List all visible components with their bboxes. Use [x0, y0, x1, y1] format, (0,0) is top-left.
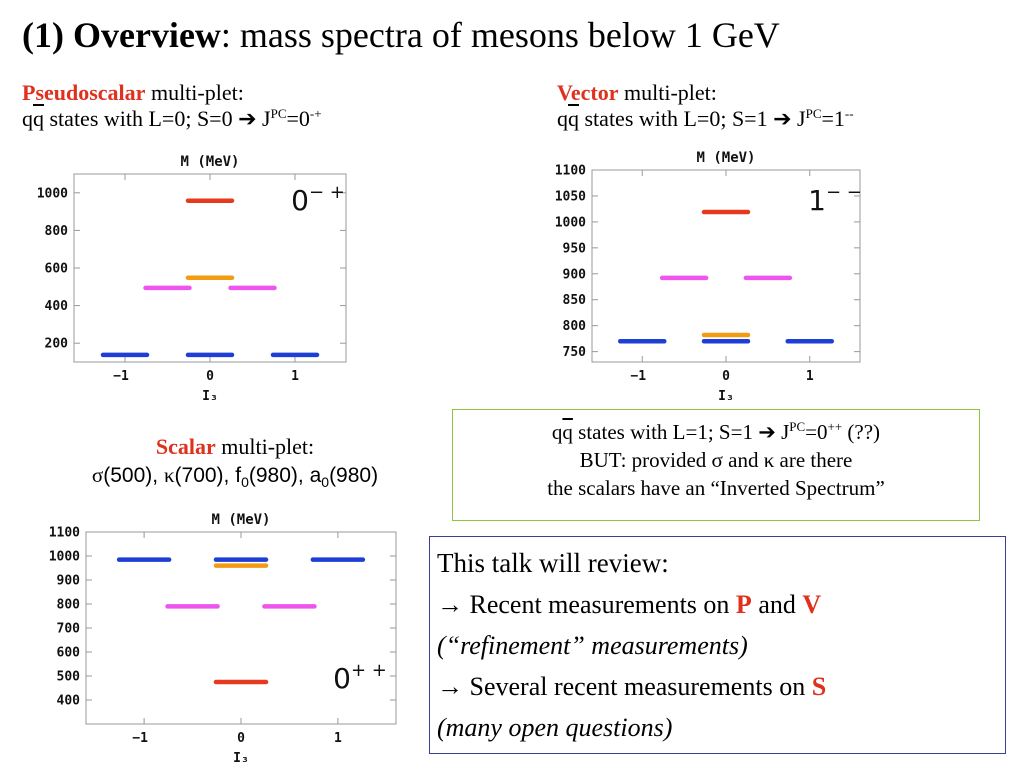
y-tick-label: 1100 — [555, 164, 586, 179]
y-tick-label: 1000 — [37, 186, 68, 201]
vector-states: qq states with L=0; S=1 ➔ JPC=1-- — [557, 106, 854, 131]
y-tick-label: 1100 — [49, 526, 80, 541]
y-tick-label: 950 — [563, 241, 587, 256]
arrow-icon: → — [437, 590, 463, 619]
x-tick-label: −1 — [630, 369, 646, 384]
y-tick-label: 600 — [45, 262, 69, 277]
pseudoscalar-plot: M (MeV) 200 400 600 800 1000 −1 0 1 I₃ 0− + — [37, 154, 347, 404]
y-tick-label: 1050 — [555, 189, 586, 204]
review-line-1: This talk will review: — [437, 548, 669, 578]
pseudoscalar-header: Pseudoscalar multi-plet: qq states with … — [22, 80, 322, 132]
note-line-1: qq states with L=1; S=1 ➔ JPC=0++ (??) — [551, 419, 881, 444]
jpc-label: 0+ + — [333, 660, 387, 695]
y-tick-label: 900 — [57, 574, 81, 589]
x-tick-label: −1 — [113, 369, 129, 384]
page-title: (1) Overview: mass spectra of mesons bel… — [22, 15, 780, 55]
vector-header: Vector multi-plet: qq states with L=0; S… — [557, 80, 854, 132]
x-tick-label: −1 — [132, 731, 148, 746]
jpc-label: 0− + — [291, 182, 345, 217]
y-tick-label: 600 — [57, 646, 81, 661]
arrow-icon: ➔ — [758, 420, 776, 444]
x-tick-label: 0 — [237, 731, 245, 746]
x-tick-label: 0 — [722, 369, 730, 384]
pseudoscalar-states: qq states with L=0; S=0 ➔ JPC=0-+ — [22, 106, 322, 131]
y-tick-label: 900 — [563, 267, 587, 282]
x-tick-label: 1 — [334, 731, 342, 746]
inverted-spectrum-note: qq states with L=1; S=1 ➔ JPC=0++ (??) B… — [452, 409, 980, 521]
scalar-particles: σ(500), κ(700), f0(980), a0(980) — [91, 463, 379, 490]
review-line-5: (many open questions) — [437, 713, 673, 742]
y-tick-label: 1000 — [555, 215, 586, 230]
scalar-header: Scalar multi-plet: σ(500), κ(700), f0(98… — [36, 434, 434, 489]
y-tick-label: 800 — [563, 319, 587, 334]
y-tick-label: 800 — [57, 598, 81, 613]
arrow-icon: ➔ — [238, 106, 257, 131]
vector-title: Vector multi-plet: — [557, 80, 717, 105]
y-tick-label: 850 — [563, 293, 587, 308]
y-tick-label: 200 — [45, 337, 69, 352]
review-line-4: → Several recent measurements on S — [437, 672, 827, 701]
y-tick-label: 400 — [45, 299, 69, 314]
pseudoscalar-title: Pseudoscalar multi-plet: — [22, 80, 244, 105]
jpc-label: 1− − — [808, 182, 862, 217]
x-axis-label: I₃ — [718, 389, 734, 404]
note-line-3: the scalars have an “Inverted Spectrum” — [547, 476, 885, 500]
x-tick-label: 1 — [806, 369, 814, 384]
scalar-title: Scalar multi-plet: — [155, 434, 315, 459]
x-axis-label: I₃ — [202, 389, 218, 404]
scalar-plot: M (MeV) 400 500 600 700 800 900 1000 1100 −1 0 1 I₃ 0… — [49, 512, 397, 766]
review-line-2: → Recent measurements on P and V — [437, 590, 822, 619]
y-tick-label: 800 — [45, 224, 69, 239]
vector-plot: M (MeV) 750 800 850 900 950 1000 1050 1100 −1 0 1 I₃… — [555, 150, 862, 404]
plot-title: M (MeV) — [696, 150, 755, 166]
x-tick-label: 0 — [206, 369, 214, 384]
x-axis-label: I₃ — [233, 751, 249, 766]
arrow-icon: ➔ — [773, 106, 792, 131]
review-line-3: (“refinement” measurements) — [437, 631, 748, 660]
note-line-2: BUT: provided σ and κ are there — [579, 448, 853, 472]
talk-review-box: This talk will review: → Recent measurem… — [429, 536, 1006, 754]
y-tick-label: 400 — [57, 694, 81, 709]
y-tick-label: 500 — [57, 670, 81, 685]
y-tick-label: 1000 — [49, 550, 80, 565]
y-tick-label: 700 — [57, 622, 81, 637]
y-tick-label: 750 — [563, 345, 587, 360]
arrow-icon: → — [437, 672, 463, 701]
plot-title: M (MeV) — [211, 512, 270, 528]
plot-title: M (MeV) — [180, 154, 239, 170]
x-tick-label: 1 — [291, 369, 299, 384]
